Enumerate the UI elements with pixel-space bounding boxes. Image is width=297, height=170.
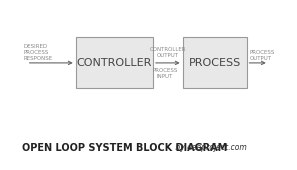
Text: DESIRED
PROCESS
RESPONSE: DESIRED PROCESS RESPONSE <box>24 44 53 61</box>
Bar <box>76 37 153 88</box>
Text: PROCESS
INPUT: PROCESS INPUT <box>152 68 178 79</box>
Text: PROCESS
OUTPUT: PROCESS OUTPUT <box>249 50 275 61</box>
Text: OPEN LOOP SYSTEM BLOCK DIAGRAM: OPEN LOOP SYSTEM BLOCK DIAGRAM <box>22 143 228 153</box>
Text: CONTROLLER: CONTROLLER <box>77 58 152 68</box>
Text: by eeeproject.com: by eeeproject.com <box>173 143 246 152</box>
Text: PROCESS: PROCESS <box>189 58 241 68</box>
Text: CONTROLLER
OUTPUT: CONTROLLER OUTPUT <box>150 47 186 58</box>
Bar <box>183 37 247 88</box>
